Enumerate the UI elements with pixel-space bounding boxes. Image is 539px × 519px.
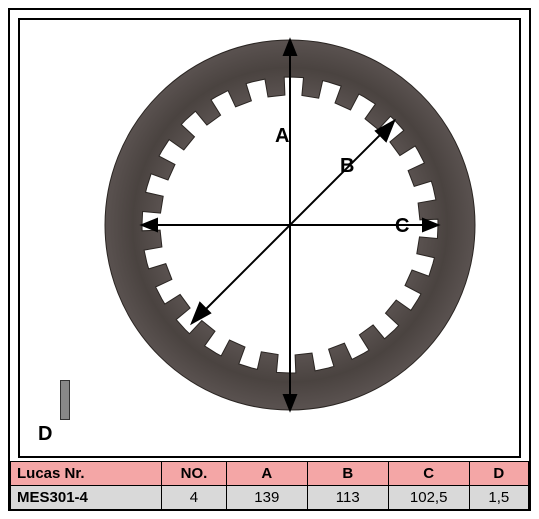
- header-a: A: [226, 462, 307, 486]
- dim-label-a: A: [275, 125, 289, 148]
- cell-part: MES301-4: [11, 486, 162, 510]
- header-c: C: [388, 462, 469, 486]
- clutch-disc-diagram: [100, 35, 480, 415]
- cell-no: 4: [162, 486, 227, 510]
- table-row: MES301-4 4 139 113 102,5 1,5: [11, 486, 529, 510]
- spec-table: Lucas Nr. NO. A B C D MES301-4 4 139 113…: [10, 461, 529, 510]
- diagram-area: A B C D: [20, 20, 519, 450]
- header-lucas: Lucas Nr.: [11, 462, 162, 486]
- header-b: B: [307, 462, 388, 486]
- header-d: D: [469, 462, 528, 486]
- cell-a: 139: [226, 486, 307, 510]
- cell-b: 113: [307, 486, 388, 510]
- dim-label-c: C: [395, 215, 409, 238]
- thickness-indicator: [60, 380, 70, 420]
- dim-label-b: B: [340, 155, 354, 178]
- cell-c: 102,5: [388, 486, 469, 510]
- dim-label-d: D: [38, 423, 52, 446]
- cell-d: 1,5: [469, 486, 528, 510]
- table-header-row: Lucas Nr. NO. A B C D: [11, 462, 529, 486]
- header-no: NO.: [162, 462, 227, 486]
